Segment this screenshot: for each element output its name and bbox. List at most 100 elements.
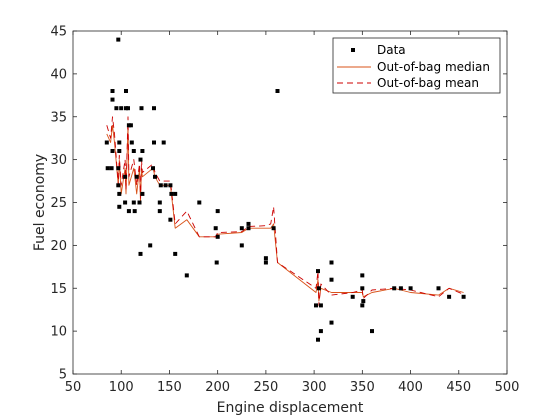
data-point	[329, 260, 334, 265]
data-point	[151, 166, 155, 171]
data-point	[117, 140, 122, 145]
data-point	[370, 329, 374, 334]
data-point	[329, 320, 334, 325]
data-point	[117, 149, 122, 153]
data-point	[148, 243, 153, 248]
data-point	[158, 183, 163, 188]
data-point	[263, 256, 268, 261]
data-point	[157, 200, 162, 205]
legend-label-mean: Out-of-bag mean	[377, 76, 479, 90]
data-point	[461, 294, 466, 299]
data-point	[105, 166, 110, 171]
x-tick-label: 400	[398, 380, 423, 395]
data-point	[316, 269, 320, 274]
data-point	[197, 200, 202, 205]
data-point	[316, 337, 320, 342]
data-point	[152, 140, 156, 145]
data-point	[169, 191, 174, 196]
data-point	[132, 209, 137, 214]
y-tick-label: 15	[50, 282, 67, 297]
data-point	[110, 149, 115, 153]
data-point	[392, 286, 397, 291]
x-tick-label: 250	[253, 380, 278, 395]
data-point	[153, 174, 157, 179]
y-tick-label: 5	[59, 368, 67, 383]
y-tick-label: 30	[50, 153, 67, 168]
data-point	[361, 299, 366, 304]
data-point	[213, 226, 218, 231]
data-point	[329, 277, 334, 282]
legend-label-data: Data	[377, 43, 406, 57]
data-point	[119, 106, 124, 111]
data-point	[126, 106, 130, 111]
data-point	[134, 174, 139, 179]
data-point	[350, 294, 355, 299]
data-point	[104, 140, 109, 145]
data-point	[316, 286, 321, 291]
data-point	[360, 303, 365, 308]
axes: 50 100 150 200 250 300 350 400 450 500 5 10 15 20 25 30…	[50, 25, 519, 396]
data-point	[126, 209, 131, 214]
data-point	[123, 174, 128, 179]
data-point	[173, 191, 178, 196]
data-point	[140, 191, 145, 196]
data-point	[184, 273, 189, 278]
x-tick-label: 500	[495, 380, 520, 395]
data-point	[360, 286, 365, 291]
data-point	[239, 243, 244, 248]
data-point	[215, 209, 220, 214]
x-tick-label: 50	[65, 380, 82, 395]
legend: Data Out-of-bag median Out-of-bag mean	[332, 37, 501, 94]
data-point	[275, 89, 280, 93]
axis-labels: Engine displacement Fuel economy	[32, 154, 364, 416]
data-point	[124, 89, 128, 93]
data-point	[214, 260, 219, 265]
data-point	[168, 183, 173, 188]
data-point	[239, 226, 244, 231]
data-point	[246, 226, 251, 231]
data-point	[152, 106, 156, 111]
x-tick-label: 150	[157, 380, 182, 395]
legend-marker-data	[351, 48, 355, 52]
legend-box	[332, 37, 501, 94]
x-tick-label: 350	[350, 380, 375, 395]
x-tick-label: 300	[302, 380, 327, 395]
data-point	[117, 191, 122, 196]
y-axis-title: Fuel economy	[32, 154, 48, 251]
data-point	[246, 221, 251, 226]
data-point	[163, 183, 168, 188]
data-point	[123, 200, 128, 205]
data-point	[318, 303, 323, 308]
data-point	[117, 204, 122, 209]
data-point	[110, 89, 115, 93]
y-tick-label: 20	[50, 239, 67, 254]
y-tick-label: 45	[50, 25, 67, 40]
data-point	[436, 286, 441, 291]
data-point	[116, 37, 121, 42]
data-point	[398, 286, 403, 291]
data-point	[157, 209, 162, 214]
legend-label-median: Out-of-bag median	[377, 60, 490, 74]
data-point	[140, 149, 145, 153]
data-point	[114, 106, 119, 111]
data-point	[161, 140, 166, 145]
x-axis-title: Engine displacement	[217, 400, 364, 416]
data-point	[318, 329, 323, 334]
x-tick-label: 100	[109, 380, 134, 395]
x-tick-label: 200	[205, 380, 230, 395]
y-tick-label: 35	[50, 110, 67, 125]
data-point	[173, 251, 178, 256]
data-point	[408, 286, 413, 291]
data-point	[131, 200, 136, 205]
y-tick-label: 25	[50, 196, 67, 211]
data-point	[215, 234, 220, 239]
data-point	[129, 140, 134, 145]
y-tick-label: 10	[50, 325, 67, 340]
data-point	[116, 166, 121, 171]
data-point	[110, 97, 115, 102]
data-point	[139, 106, 144, 111]
data-point	[109, 166, 114, 171]
data-point	[314, 303, 318, 308]
plot-area	[104, 37, 466, 342]
data-point	[138, 157, 143, 162]
